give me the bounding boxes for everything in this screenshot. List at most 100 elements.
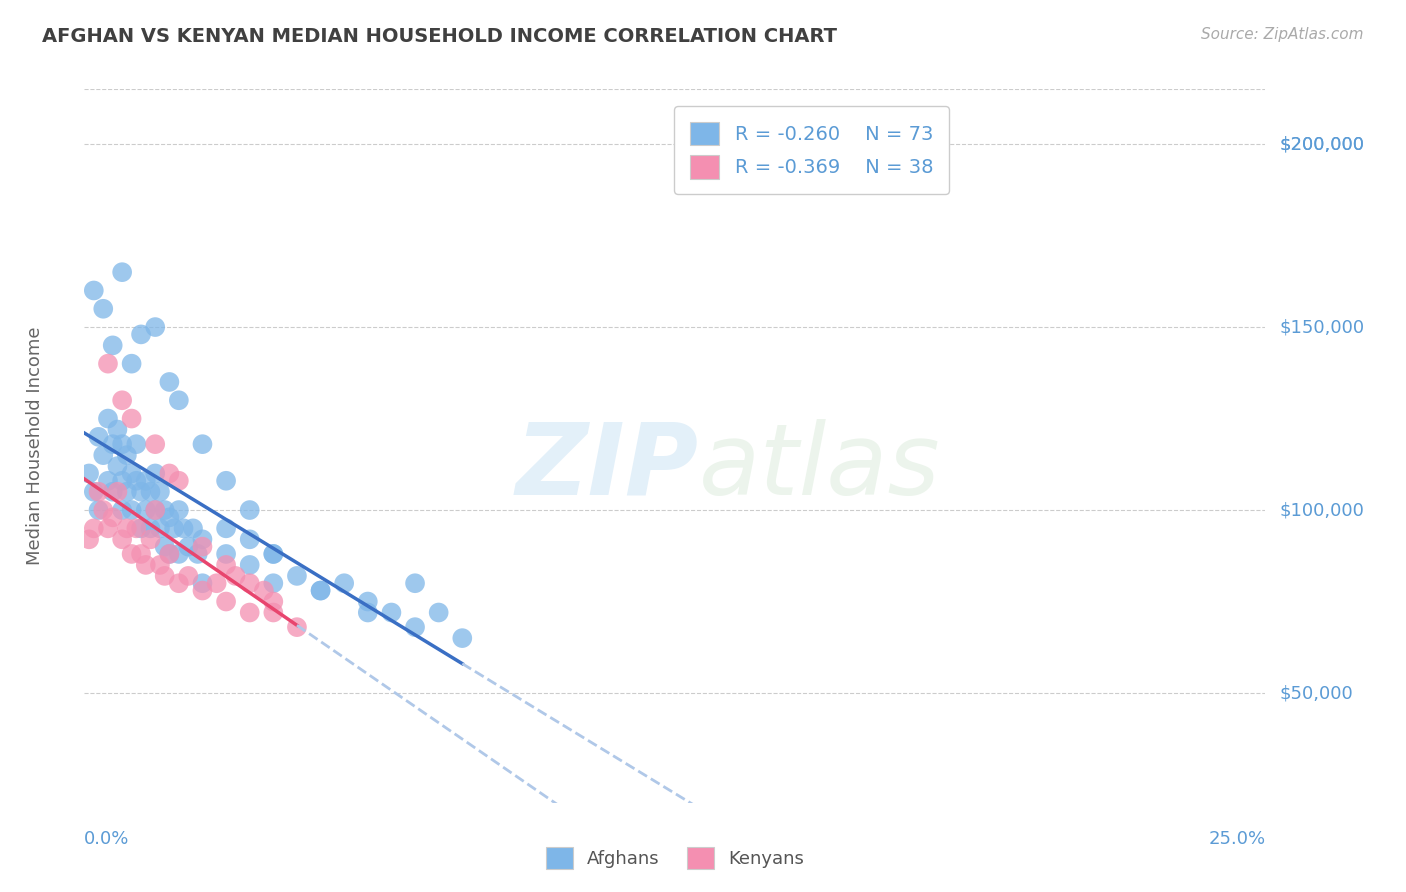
Point bbox=[157, 547, 180, 561]
Point bbox=[101, 437, 124, 451]
Point bbox=[91, 448, 114, 462]
Point bbox=[77, 467, 100, 481]
Point bbox=[129, 521, 152, 535]
Point bbox=[157, 510, 180, 524]
Point bbox=[121, 547, 143, 561]
Point bbox=[285, 569, 308, 583]
Point bbox=[262, 547, 284, 561]
Point bbox=[181, 521, 204, 535]
Point bbox=[125, 474, 148, 488]
Point bbox=[129, 547, 152, 561]
Point bbox=[91, 301, 114, 316]
Point bbox=[191, 583, 214, 598]
Point bbox=[157, 547, 180, 561]
Text: 25.0%: 25.0% bbox=[1208, 830, 1265, 847]
Point bbox=[143, 320, 166, 334]
Text: $200,000: $200,000 bbox=[1279, 135, 1364, 153]
Point bbox=[111, 503, 134, 517]
Point bbox=[121, 357, 143, 371]
Point bbox=[380, 606, 402, 620]
Point bbox=[262, 547, 284, 561]
Point bbox=[139, 521, 162, 535]
Point bbox=[239, 533, 262, 547]
Point bbox=[143, 503, 166, 517]
Point bbox=[121, 411, 143, 425]
Point bbox=[139, 484, 162, 499]
Point bbox=[135, 503, 157, 517]
Point bbox=[83, 484, 105, 499]
Point bbox=[239, 576, 262, 591]
Legend: Afghans, Kenyans: Afghans, Kenyans bbox=[538, 839, 811, 876]
Point bbox=[191, 437, 214, 451]
Point bbox=[97, 411, 120, 425]
Point bbox=[262, 576, 284, 591]
Point bbox=[451, 631, 474, 645]
Point bbox=[191, 533, 214, 547]
Point bbox=[91, 503, 114, 517]
Point bbox=[262, 594, 284, 608]
Point bbox=[149, 521, 172, 535]
Text: Median Household Income: Median Household Income bbox=[27, 326, 44, 566]
Text: Source: ZipAtlas.com: Source: ZipAtlas.com bbox=[1201, 27, 1364, 42]
Point bbox=[107, 423, 129, 437]
Point bbox=[253, 583, 276, 598]
Point bbox=[173, 521, 195, 535]
Point bbox=[115, 484, 138, 499]
Point bbox=[143, 467, 166, 481]
Point bbox=[163, 521, 186, 535]
Point bbox=[191, 540, 214, 554]
Text: 0.0%: 0.0% bbox=[84, 830, 129, 847]
Point bbox=[111, 393, 134, 408]
Point bbox=[111, 533, 134, 547]
Point bbox=[97, 357, 120, 371]
Point bbox=[101, 484, 124, 499]
Point bbox=[167, 474, 190, 488]
Text: $200,000: $200,000 bbox=[1279, 135, 1364, 153]
Point bbox=[77, 533, 100, 547]
Text: atlas: atlas bbox=[699, 419, 941, 516]
Point bbox=[115, 448, 138, 462]
Point bbox=[215, 594, 238, 608]
Point bbox=[153, 503, 176, 517]
Point bbox=[404, 620, 426, 634]
Point bbox=[149, 558, 172, 572]
Point bbox=[125, 521, 148, 535]
Point bbox=[177, 540, 200, 554]
Point bbox=[149, 484, 172, 499]
Text: ZIP: ZIP bbox=[516, 419, 699, 516]
Point bbox=[225, 569, 247, 583]
Text: AFGHAN VS KENYAN MEDIAN HOUSEHOLD INCOME CORRELATION CHART: AFGHAN VS KENYAN MEDIAN HOUSEHOLD INCOME… bbox=[42, 27, 837, 45]
Text: $50,000: $50,000 bbox=[1279, 684, 1353, 702]
Point bbox=[87, 430, 110, 444]
Point bbox=[404, 576, 426, 591]
Point bbox=[129, 327, 152, 342]
Point bbox=[357, 594, 380, 608]
Point bbox=[333, 576, 356, 591]
Point bbox=[205, 576, 228, 591]
Point bbox=[97, 474, 120, 488]
Point bbox=[157, 375, 180, 389]
Point bbox=[111, 474, 134, 488]
Point bbox=[427, 606, 450, 620]
Text: $100,000: $100,000 bbox=[1279, 501, 1364, 519]
Point bbox=[143, 503, 166, 517]
Point bbox=[239, 606, 262, 620]
Point bbox=[157, 467, 180, 481]
Text: $150,000: $150,000 bbox=[1279, 318, 1365, 336]
Point bbox=[115, 521, 138, 535]
Point bbox=[167, 503, 190, 517]
Point bbox=[107, 484, 129, 499]
Point bbox=[101, 510, 124, 524]
Point bbox=[125, 437, 148, 451]
Point bbox=[215, 558, 238, 572]
Point bbox=[239, 558, 262, 572]
Point bbox=[215, 474, 238, 488]
Point bbox=[167, 393, 190, 408]
Point bbox=[309, 583, 332, 598]
Point bbox=[101, 338, 124, 352]
Point bbox=[285, 620, 308, 634]
Point bbox=[167, 547, 190, 561]
Point bbox=[215, 521, 238, 535]
Point bbox=[177, 569, 200, 583]
Point bbox=[121, 467, 143, 481]
